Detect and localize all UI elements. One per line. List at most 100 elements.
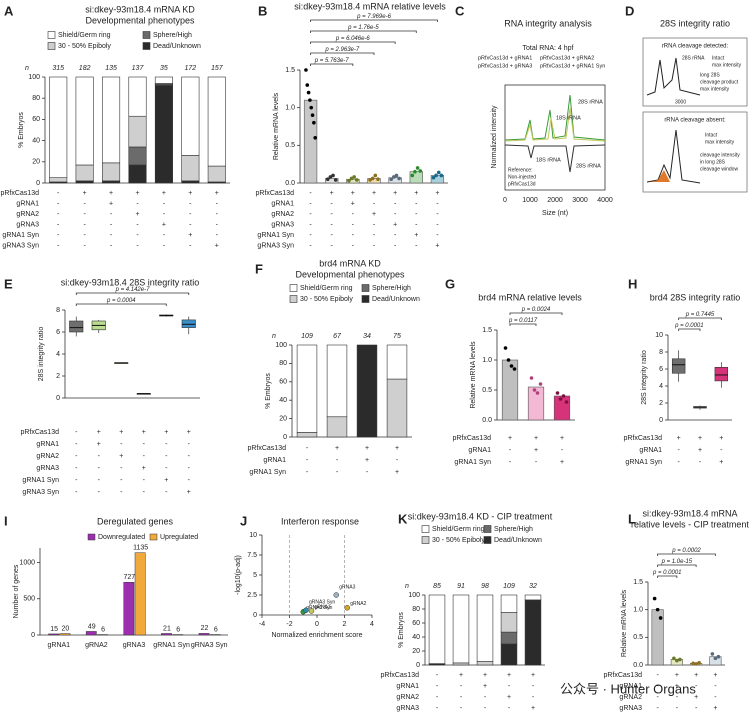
point — [303, 607, 309, 613]
condition-mark: + — [507, 694, 511, 701]
x-tick-label: 4000 — [597, 197, 613, 204]
trace — [646, 129, 701, 184]
condition-label: gRNA1 — [271, 200, 294, 207]
label: in long 28S — [700, 159, 726, 165]
condition-mark: - — [57, 190, 60, 197]
y-tick-label: 1.5 — [285, 67, 295, 74]
condition-mark: - — [656, 694, 659, 701]
label: cleavage intensity — [700, 152, 740, 158]
y-tick-label: 100 — [275, 342, 287, 349]
bar-segment — [181, 155, 200, 182]
value-label: 6 — [176, 626, 180, 633]
chart-title: Deregulated genes — [97, 516, 174, 526]
y-tick-label: 20 — [32, 159, 40, 166]
bar-segment — [207, 76, 226, 167]
condition-mark: + — [187, 429, 191, 436]
y-tick-label: 2.5 — [247, 592, 257, 599]
point — [535, 391, 540, 395]
condition-mark: + — [365, 445, 369, 452]
chart-title: relative levels - CIP treatment — [631, 519, 749, 529]
bracket — [310, 30, 417, 33]
legend-label: Sphere/High — [153, 32, 192, 39]
condition-mark: - — [331, 242, 334, 249]
bar-segment — [500, 643, 518, 666]
p-value: p = 0.0001 — [652, 570, 682, 576]
n-label: n — [25, 65, 29, 72]
value-label: 49 — [88, 623, 96, 630]
panel-letter: D — [625, 3, 634, 18]
condition-mark: + — [560, 459, 564, 466]
condition-mark: - — [75, 465, 78, 472]
condition-mark: + — [483, 672, 487, 679]
y-tick-label: 8 — [56, 307, 60, 314]
point — [352, 175, 356, 179]
y-tick-label: 1.5 — [633, 579, 643, 586]
condition-mark: + — [135, 211, 139, 218]
y-tick-label: 1.5 — [482, 327, 492, 334]
condition-mark: + — [435, 242, 439, 249]
condition-mark: + — [698, 435, 702, 442]
y-tick-label: 0 — [283, 434, 287, 441]
value-label: 6 — [101, 626, 105, 633]
condition-mark: - — [436, 211, 439, 218]
label: 18S rRNA — [556, 115, 581, 121]
condition-mark: - — [188, 441, 191, 448]
point — [305, 83, 310, 87]
reference: Non-injected — [508, 174, 536, 180]
y-tick-label: 0 — [56, 395, 60, 402]
condition-mark: - — [714, 694, 717, 701]
x-axis-label: Normalized enrichment score — [271, 632, 362, 639]
condition-mark: + — [675, 672, 679, 679]
condition-mark: + — [215, 190, 219, 197]
point — [529, 376, 534, 380]
bar-segment — [452, 594, 470, 664]
condition-mark: - — [484, 694, 487, 701]
point — [344, 605, 350, 611]
bar-segment — [207, 165, 226, 183]
condition-mark: + — [162, 221, 166, 228]
condition-mark: - — [656, 683, 659, 690]
panel-letter: I — [4, 513, 8, 528]
legend-label: Upregulated — [160, 534, 198, 541]
value-label: 1135 — [133, 545, 148, 552]
chart-title: si:dkey-93m18.4 mRNA KD — [85, 4, 195, 14]
y-tick-label: 8 — [659, 349, 663, 356]
condition-mark: - — [415, 221, 418, 228]
condition-mark: - — [373, 232, 376, 239]
x-tick-label: 1000 — [522, 197, 538, 204]
condition-mark: + — [187, 489, 191, 496]
panel-letter: B — [258, 3, 267, 18]
y-tick-label: 2 — [56, 373, 60, 380]
x-tick-label: gRNA1 Syn — [153, 642, 190, 649]
y-tick-label: 80 — [279, 360, 287, 367]
condition-mark: - — [189, 221, 192, 228]
bar-segment — [524, 599, 542, 666]
y-axis-label: Relative mRNA levels — [621, 589, 628, 657]
bar-segment — [49, 177, 68, 183]
point — [310, 113, 315, 117]
condition-mark: - — [216, 221, 219, 228]
condition-mark: + — [395, 445, 399, 452]
point-label: gRNA1 — [315, 604, 331, 610]
bar-segment — [428, 594, 446, 664]
panel-letter: H — [628, 276, 637, 291]
bar — [303, 99, 318, 184]
condition-mark: + — [414, 232, 418, 239]
condition-mark: - — [57, 221, 60, 228]
condition-mark: - — [57, 242, 60, 249]
condition-mark: - — [188, 453, 191, 460]
bar-segment — [476, 661, 494, 666]
legend-label: Shield/Germ ring — [300, 285, 353, 292]
legend-swatch — [87, 533, 96, 541]
bracket — [310, 52, 375, 55]
y-tick-label: 40 — [32, 137, 40, 144]
bar-segment — [326, 416, 348, 438]
point — [713, 656, 718, 661]
condition-mark: - — [110, 211, 113, 218]
y-tick-label: 0 — [31, 632, 35, 639]
x-tick-label: -4 — [259, 621, 265, 628]
condition-label: gRNA1 Syn — [257, 232, 294, 239]
y-tick-label: 500 — [23, 596, 35, 603]
legend-swatch — [483, 525, 492, 533]
